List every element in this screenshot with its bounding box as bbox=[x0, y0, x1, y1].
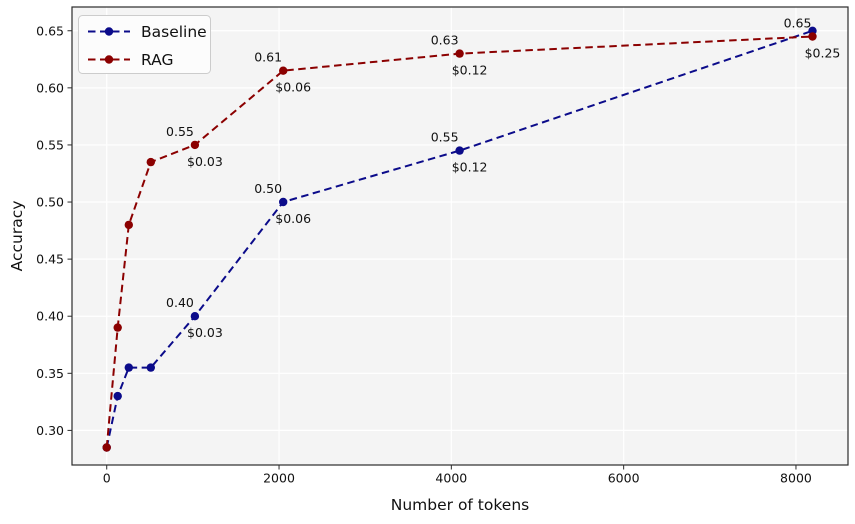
x-tick-label: 6000 bbox=[608, 471, 640, 486]
baseline-marker bbox=[455, 146, 464, 155]
cost-annotation: $0.06 bbox=[275, 80, 311, 95]
baseline-marker bbox=[190, 312, 200, 321]
baseline-marker bbox=[146, 363, 155, 372]
y-tick-label: 0.60 bbox=[36, 80, 64, 95]
y-tick-label: 0.65 bbox=[36, 23, 64, 38]
y-tick-label: 0.55 bbox=[36, 137, 64, 152]
legend-baseline-marker bbox=[104, 27, 114, 36]
cost-annotation: $0.03 bbox=[187, 325, 223, 340]
accuracy-annotation: 0.61 bbox=[254, 50, 282, 65]
accuracy-annotation: 0.65 bbox=[784, 15, 812, 30]
annotations: 0.40 $0.03 0.50 $0.06 0.55 $0.12 0.55 $0.03 0.61… bbox=[166, 15, 840, 340]
x-tick-label: 0 bbox=[103, 471, 111, 486]
baseline-marker bbox=[113, 391, 122, 401]
cost-annotation: $0.12 bbox=[452, 63, 488, 78]
accuracy-annotation: 0.63 bbox=[431, 33, 459, 48]
legend-rag-label: RAG bbox=[141, 51, 173, 69]
y-tick-label: 0.50 bbox=[36, 195, 64, 210]
cost-annotation: $0.03 bbox=[187, 154, 223, 169]
rag-marker bbox=[124, 220, 133, 230]
legend: Baseline RAG bbox=[78, 15, 211, 74]
cost-annotation: $0.12 bbox=[452, 160, 488, 175]
x-axis-label: Number of tokens bbox=[391, 496, 529, 514]
series-group bbox=[102, 26, 817, 452]
rag-marker bbox=[190, 140, 200, 150]
baseline-marker bbox=[279, 197, 288, 207]
accuracy-annotation: 0.55 bbox=[431, 130, 459, 145]
accuracy-annotation: 0.55 bbox=[166, 124, 194, 139]
y-tick-label: 0.45 bbox=[36, 252, 64, 267]
rag-marker bbox=[146, 157, 155, 167]
y-tick-label: 0.35 bbox=[36, 366, 64, 381]
y-tick-label: 0.40 bbox=[36, 309, 64, 324]
rag-marker bbox=[808, 32, 817, 41]
legend-rag-marker bbox=[104, 55, 114, 64]
axes-frame bbox=[71, 6, 849, 466]
legend-baseline-label: Baseline bbox=[141, 23, 207, 41]
y-axis-label: Accuracy bbox=[8, 201, 26, 272]
baseline-line bbox=[105, 29, 813, 448]
ticks bbox=[67, 30, 797, 470]
rag-line bbox=[105, 35, 813, 448]
y-tick-label: 0.30 bbox=[36, 423, 64, 438]
rag-marker bbox=[279, 66, 288, 75]
cost-annotation: $0.06 bbox=[275, 211, 311, 226]
x-tick-label: 2000 bbox=[263, 471, 295, 486]
x-tick-label: 4000 bbox=[435, 471, 467, 486]
cost-annotation: $0.25 bbox=[805, 45, 841, 60]
plot-area bbox=[72, 7, 848, 465]
gridlines bbox=[72, 7, 848, 465]
rag-marker bbox=[113, 323, 122, 332]
accuracy-annotation: 0.40 bbox=[166, 295, 194, 310]
baseline-marker bbox=[124, 363, 133, 372]
rag-marker bbox=[102, 443, 111, 452]
x-tick-label: 8000 bbox=[780, 471, 812, 486]
rag-marker bbox=[455, 49, 464, 58]
accuracy-annotation: 0.50 bbox=[254, 181, 282, 196]
